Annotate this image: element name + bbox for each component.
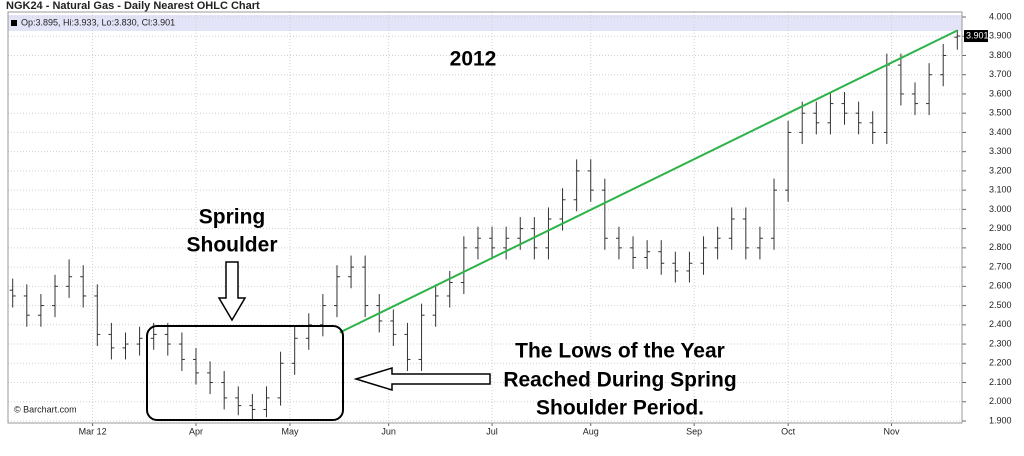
legend-swatch (11, 20, 17, 26)
y-tick-label: 3.300 (989, 146, 1012, 156)
x-tick-label: Nov (883, 426, 900, 436)
y-tick-label: 3.400 (989, 127, 1012, 137)
x-tick-label: May (281, 426, 299, 436)
y-tick-label: 2.600 (989, 281, 1012, 291)
y-tick-label: 3.600 (989, 88, 1012, 98)
x-tick-label: Jun (381, 426, 396, 436)
y-tick-label: 2.100 (989, 377, 1012, 387)
legend-strip (8, 15, 962, 31)
y-tick-label: 2.500 (989, 300, 1012, 310)
y-tick-label: 4.000 (989, 11, 1012, 21)
y-tick-label: 3.800 (989, 50, 1012, 60)
annotation: Shoulder (186, 234, 277, 257)
y-tick-label: 3.900 (989, 31, 1012, 41)
left-arrow (353, 366, 491, 392)
y-tick-label: 2.000 (989, 396, 1012, 406)
legend-text: Op:3.895, Hi:3.933, Lo:3.830, Cl:3.901 (21, 17, 175, 27)
y-tick-label: 1.900 (989, 415, 1012, 425)
down-arrow (217, 261, 247, 322)
last-price-label: 3.901 (966, 30, 989, 40)
y-tick-label: 3.700 (989, 69, 1012, 79)
y-tick-label: 2.800 (989, 242, 1012, 252)
x-tick-label: Apr (189, 426, 203, 436)
y-tick-label: 2.300 (989, 338, 1012, 348)
annotation: The Lows of the Year (515, 340, 725, 363)
plot-frame (7, 11, 963, 424)
trendline (339, 29, 958, 334)
annotation: Shoulder Period. (536, 397, 704, 420)
y-tick-label: 3.100 (989, 185, 1012, 195)
y-tick-label: 3.200 (989, 165, 1012, 175)
x-tick-label: Sep (686, 426, 702, 436)
x-tick-label: Jul (486, 426, 498, 436)
y-tick-label: 2.700 (989, 261, 1012, 271)
y-tick-label: 2.200 (989, 358, 1012, 368)
year-label: 2012 (450, 48, 497, 71)
y-tick-label: 3.000 (989, 204, 1012, 214)
last-price-flag (964, 30, 988, 43)
y-tick-label: 2.900 (989, 223, 1012, 233)
source-credit: © Barchart.com (14, 404, 77, 414)
y-tick-label: 2.400 (989, 319, 1012, 329)
highlight-box (146, 325, 344, 421)
x-tick-label: Aug (583, 426, 599, 436)
x-tick-label: Oct (781, 426, 796, 436)
chart-title: NGK24 - Natural Gas - Daily Nearest OHLC… (6, 0, 260, 12)
annotation: Reached During Spring (503, 369, 736, 392)
x-tick-label: Mar 12 (79, 426, 107, 436)
annotation: Spring (199, 206, 266, 229)
y-tick-label: 3.500 (989, 108, 1012, 118)
